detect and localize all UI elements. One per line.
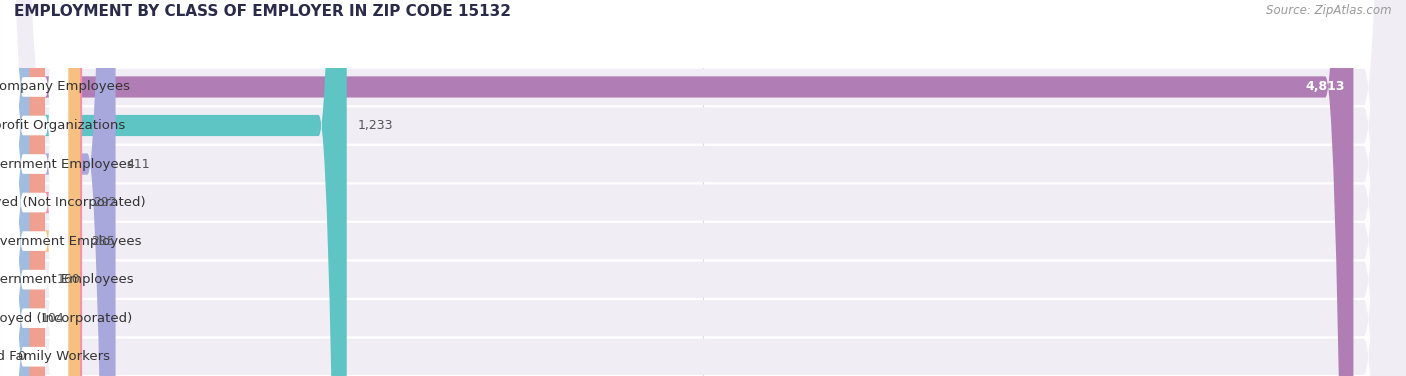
Text: Local Government Employees: Local Government Employees: [0, 158, 134, 171]
FancyBboxPatch shape: [0, 0, 67, 376]
Text: State Government Employees: State Government Employees: [0, 273, 134, 286]
FancyBboxPatch shape: [0, 0, 67, 376]
Text: Private Company Employees: Private Company Employees: [0, 80, 129, 94]
FancyBboxPatch shape: [0, 0, 30, 376]
FancyBboxPatch shape: [0, 0, 45, 376]
FancyBboxPatch shape: [0, 0, 1354, 376]
Text: 104: 104: [41, 312, 65, 325]
Text: Source: ZipAtlas.com: Source: ZipAtlas.com: [1267, 4, 1392, 17]
FancyBboxPatch shape: [0, 0, 67, 376]
Text: Not-for-profit Organizations: Not-for-profit Organizations: [0, 119, 125, 132]
FancyBboxPatch shape: [0, 0, 67, 376]
FancyBboxPatch shape: [0, 0, 67, 376]
Text: Self-Employed (Incorporated): Self-Employed (Incorporated): [0, 312, 132, 325]
FancyBboxPatch shape: [0, 0, 80, 376]
Text: 4,813: 4,813: [1306, 80, 1346, 94]
Text: Unpaid Family Workers: Unpaid Family Workers: [0, 350, 110, 363]
Text: 0: 0: [17, 350, 25, 363]
Text: 1,233: 1,233: [359, 119, 394, 132]
FancyBboxPatch shape: [0, 0, 115, 376]
Text: EMPLOYMENT BY CLASS OF EMPLOYER IN ZIP CODE 15132: EMPLOYMENT BY CLASS OF EMPLOYER IN ZIP C…: [14, 4, 510, 19]
Text: 411: 411: [127, 158, 150, 171]
Text: 160: 160: [56, 273, 80, 286]
FancyBboxPatch shape: [0, 0, 347, 376]
FancyBboxPatch shape: [0, 0, 67, 376]
Text: 285: 285: [91, 235, 115, 248]
Text: Self-Employed (Not Incorporated): Self-Employed (Not Incorporated): [0, 196, 146, 209]
FancyBboxPatch shape: [0, 0, 67, 376]
Text: 292: 292: [93, 196, 117, 209]
FancyBboxPatch shape: [0, 0, 67, 376]
Text: Federal Government Employees: Federal Government Employees: [0, 235, 141, 248]
FancyBboxPatch shape: [0, 0, 82, 376]
